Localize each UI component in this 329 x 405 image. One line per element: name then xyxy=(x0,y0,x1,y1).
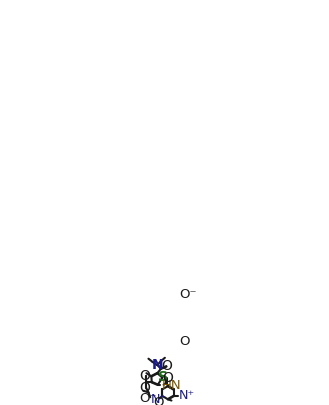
Text: N⁺: N⁺ xyxy=(150,393,166,405)
Text: O: O xyxy=(179,335,190,348)
Text: HN: HN xyxy=(162,379,182,392)
Text: S: S xyxy=(158,371,168,384)
Text: O⁻: O⁻ xyxy=(139,392,157,405)
Text: O: O xyxy=(162,359,173,373)
Text: O: O xyxy=(139,381,150,395)
Text: N: N xyxy=(151,358,163,372)
Text: N⁺: N⁺ xyxy=(178,390,194,403)
Text: O: O xyxy=(162,371,173,385)
Text: O: O xyxy=(153,396,164,405)
Text: O: O xyxy=(139,369,150,384)
Text: O⁻: O⁻ xyxy=(179,288,197,301)
